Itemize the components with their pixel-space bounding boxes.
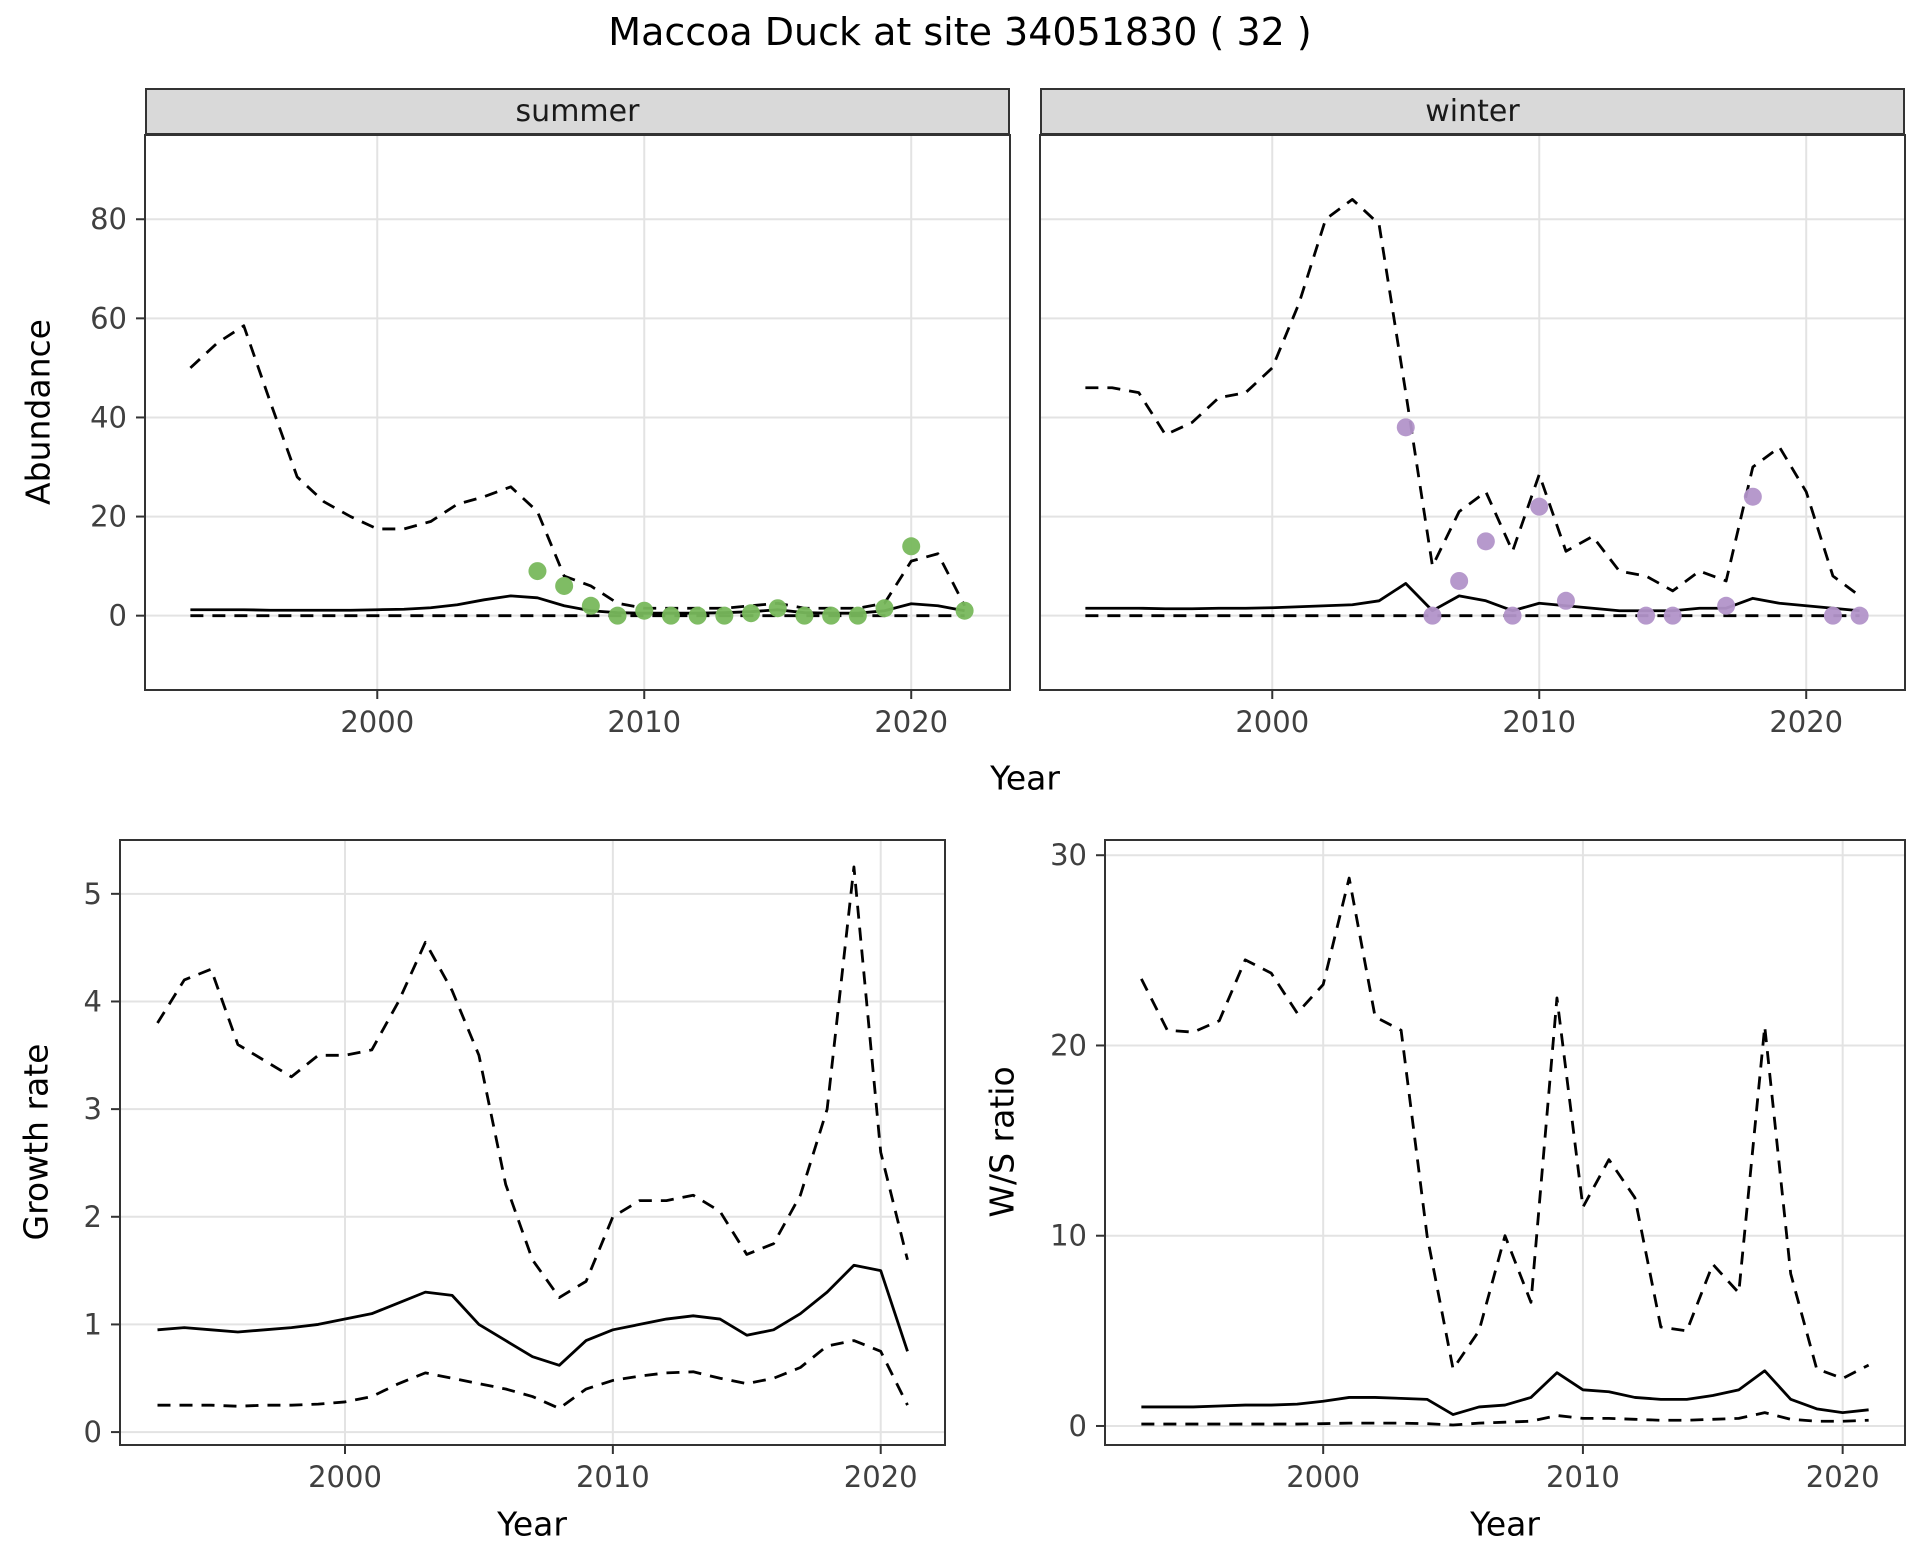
summer-observations-point	[528, 562, 547, 581]
winter-observations-point	[1637, 606, 1656, 625]
facet-strip-winter: winter	[1040, 88, 1905, 135]
svg-text:4: 4	[84, 984, 102, 1018]
winter-observations-point	[1530, 497, 1549, 516]
y-axis-label-ws-ratio: W/S ratio	[982, 1066, 1022, 1218]
figure-title: Maccoa Duck at site 34051830 ( 32 )	[608, 10, 1312, 54]
svg-text:2020: 2020	[1769, 705, 1843, 739]
svg-text:30: 30	[1050, 838, 1087, 872]
abundance-winter-median-line	[1085, 582, 1860, 613]
summer-observations-point	[608, 606, 627, 625]
svg-text:0: 0	[109, 599, 127, 633]
svg-text:2010: 2010	[1502, 705, 1576, 739]
abundance-summer-upper_ci-line	[189, 324, 966, 610]
growth-rate-plot: 2000 2010 2020 0 1 2 3 4 5	[84, 839, 946, 1494]
svg-text:2010: 2010	[1546, 1460, 1620, 1494]
summer-observations-point	[848, 606, 867, 625]
facet-strip-summer: summer	[145, 88, 1010, 135]
svg-text:80: 80	[90, 202, 127, 236]
summer-observations-point	[742, 604, 761, 623]
ws-ratio-lower_ci-line	[1141, 1411, 1869, 1427]
svg-text:2000: 2000	[1235, 705, 1309, 739]
x-axis-label-year-top: Year	[990, 758, 1060, 798]
x-axis-label-year-ws: Year	[1470, 1504, 1540, 1544]
svg-text:2020: 2020	[844, 1460, 918, 1494]
svg-text:60: 60	[90, 301, 127, 335]
ws-ratio-plot: 2000 2010 2020 0 10 20 30	[1050, 838, 1906, 1494]
y-axis-label-abundance: Abundance	[18, 319, 58, 505]
summer-observations-point	[635, 601, 654, 620]
abundance-summer-median-line	[190, 594, 965, 615]
svg-text:1: 1	[84, 1307, 102, 1341]
summer-observations-point	[822, 606, 841, 625]
svg-text:0: 0	[1069, 1409, 1087, 1443]
svg-text:5: 5	[84, 877, 102, 911]
svg-text:10: 10	[1050, 1219, 1087, 1253]
summer-observations-point	[581, 596, 600, 615]
ws-ratio-upper_ci-line	[1140, 876, 1870, 1380]
svg-text:2020: 2020	[874, 705, 948, 739]
winter-observations-point	[1503, 606, 1522, 625]
abundance-summer-plot: 2000 2010 2020 0 20 40 60 80	[90, 134, 1011, 739]
abundance-winter-plot: 2000 2010 2020	[1039, 134, 1906, 739]
growth-rate-median-line	[157, 1263, 909, 1367]
winter-observations-point	[1850, 606, 1869, 625]
svg-text:20: 20	[1050, 1028, 1087, 1062]
svg-text:2000: 2000	[1286, 1460, 1360, 1494]
growth-rate-lower_ci-line	[157, 1339, 909, 1410]
winter-observations-point	[1556, 591, 1575, 610]
svg-text:2010: 2010	[576, 1460, 650, 1494]
winter-observations-point	[1423, 606, 1442, 625]
y-axis-label-growth-rate: Growth rate	[16, 1043, 56, 1241]
summer-observations-point	[955, 601, 974, 620]
svg-text:2020: 2020	[1806, 1460, 1880, 1494]
winter-observations-point	[1823, 606, 1842, 625]
abundance-winter-upper_ci-line	[1085, 198, 1861, 597]
svg-text:40: 40	[90, 400, 127, 434]
winter-observations-point	[1450, 571, 1469, 590]
summer-observations-point	[902, 537, 921, 556]
svg-text:0: 0	[84, 1415, 102, 1449]
winter-observations-point	[1396, 418, 1415, 437]
svg-text:2010: 2010	[607, 705, 681, 739]
svg-text:3: 3	[84, 1092, 102, 1126]
winter-observations-point	[1743, 487, 1762, 506]
winter-observations-point	[1663, 606, 1682, 625]
summer-observations-point	[661, 606, 680, 625]
svg-text:2000: 2000	[340, 705, 414, 739]
svg-text:2000: 2000	[308, 1460, 382, 1494]
summer-observations-point	[768, 599, 787, 618]
winter-observations-point	[1717, 596, 1736, 615]
x-axis-label-year-growth: Year	[497, 1504, 567, 1544]
summer-observations-point	[555, 576, 574, 595]
summer-observations-point	[875, 599, 894, 618]
svg-text:2: 2	[84, 1200, 102, 1234]
summer-observations-point	[715, 606, 734, 625]
ws-ratio-median-line	[1141, 1369, 1869, 1416]
growth-rate-upper_ci-line	[156, 865, 909, 1299]
winter-observations-point	[1476, 532, 1495, 551]
summer-observations-point	[688, 606, 707, 625]
svg-text:20: 20	[90, 500, 127, 534]
summer-observations-point	[795, 606, 814, 625]
